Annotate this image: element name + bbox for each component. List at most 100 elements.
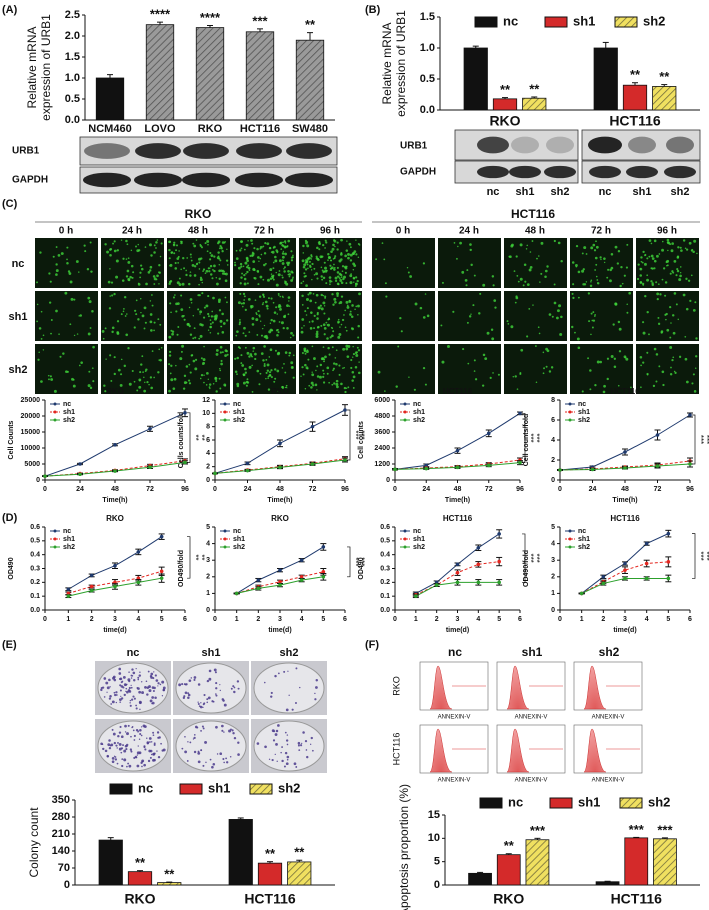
colony-dot [152,734,155,737]
legend-label: sh2 [63,417,75,424]
cell-dot [469,248,472,252]
cell-dot [336,266,339,269]
cell-dot [268,371,272,374]
cell-dot [343,314,345,316]
cell-dot [337,318,340,321]
cell-dot [283,270,286,273]
cell-dot [253,252,255,255]
y-tick-label: 4 [206,540,210,547]
cell-dot [283,267,285,270]
cell-dot [331,383,334,386]
cell-dot [315,272,319,276]
colony-dot [155,679,159,682]
colony-dot [102,747,105,751]
colony-dot [144,686,147,689]
x-axis-label: Time(h) [267,497,292,504]
colony-dot [146,737,148,739]
cell-dot [188,306,191,309]
cell-dot [340,295,344,298]
cell-dot [592,243,596,247]
cell-dot [642,331,646,335]
cell-dot [179,357,183,361]
colony-dot [287,670,289,672]
colony-dot [187,741,189,743]
colony-dot [184,735,186,738]
cell-dot [473,370,476,372]
cell-dot [594,256,598,260]
cell-dot [358,292,361,296]
point [655,464,660,468]
cell-dot [670,322,672,324]
x-tick-label: 2 [601,616,605,623]
cell-dot [548,370,552,373]
cell-dot [553,283,556,286]
cell-dot [640,260,643,263]
cell-dot [529,266,533,269]
point [310,462,315,466]
cell-dot [185,365,189,368]
cell-dot [311,320,314,323]
x-tick-label: RKO [198,123,223,135]
cell-dot [269,247,272,250]
cell-dot [357,304,360,308]
cell-dot [189,253,192,256]
colony-dot [118,678,121,681]
colony-dot [154,696,157,700]
cell-dot [262,278,265,281]
cell-dot [115,275,119,279]
legend-label: sh1 [208,780,230,795]
cell-dot [356,351,358,354]
column-label: nc [448,645,462,659]
cell-dot [332,367,335,370]
point [623,450,627,454]
cell-dot [640,386,642,389]
significance: *** [526,433,535,442]
cell-dot [312,384,315,387]
cell-dot [203,316,206,319]
cell-dot [180,240,183,243]
cell-dot [137,283,141,286]
row-label: sh2 [9,364,28,376]
cell-dot [581,269,585,273]
cell-dot [571,292,574,295]
cell-dot [224,296,227,299]
cell-dot [185,269,187,272]
point [476,580,481,585]
colony-dot [215,687,218,690]
cell-dot [247,266,251,270]
cell-dot [550,366,554,369]
cell-dot [304,310,307,313]
y-tick-label: 15 [428,809,440,821]
cell-dot [314,301,317,304]
cell-dot [281,262,285,265]
x-axis-label: time(d) [446,627,469,634]
cell-dot [208,383,212,386]
cell-dot [194,367,198,371]
cell-dot [75,260,79,263]
cell-dot [650,254,654,258]
cell-dot [272,274,275,277]
cell-dot [215,352,219,356]
cell-dot [516,274,519,277]
cell-dot [188,325,191,328]
x-tick-label: 0 [558,616,562,623]
cell-dot [637,263,640,266]
cell-dot [240,265,243,268]
colony-dot [272,739,276,742]
cell-dot [109,248,112,251]
y-tick-label: 0.1 [30,593,40,600]
point [688,413,692,417]
x-tick-label: RKO [489,113,520,129]
cell-dot [669,336,672,339]
micrograph [504,291,567,341]
y-tick-label: 0.3 [380,565,390,572]
cell-dot [215,348,219,352]
colony-dot [213,668,217,672]
cell-dot [301,318,305,321]
series-line [581,561,669,594]
cell-dot [484,357,488,361]
cell-dot [243,248,246,251]
cell-dot [332,369,334,372]
colony-dot [106,754,110,758]
cell-dot [58,333,60,335]
